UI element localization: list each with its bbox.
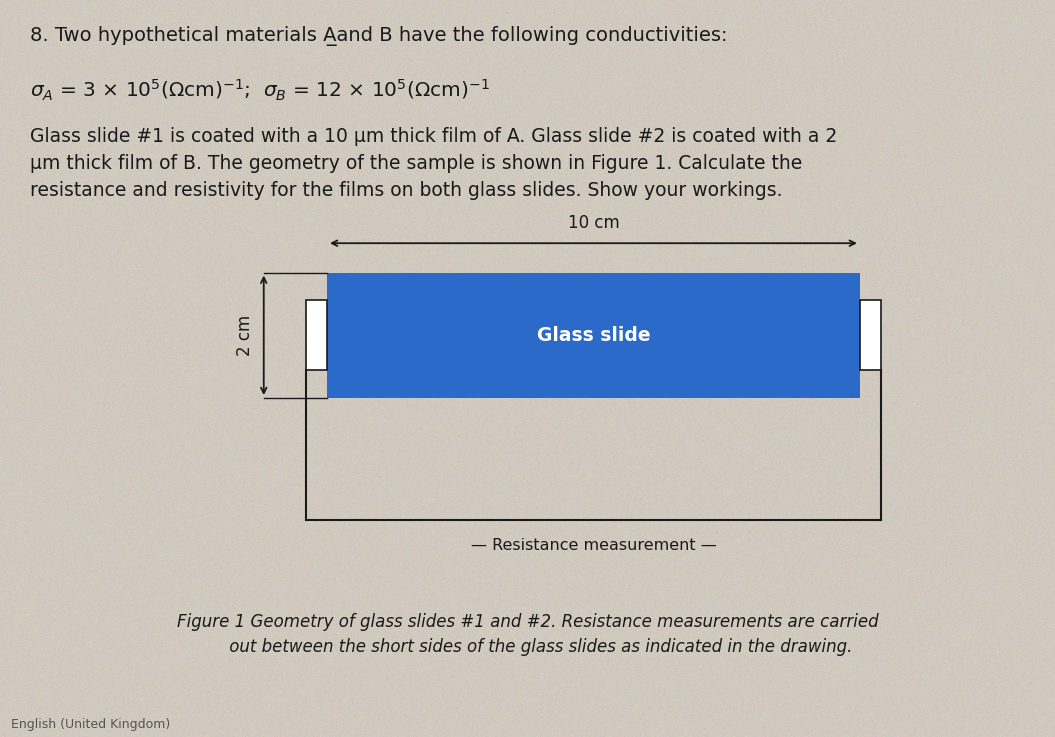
Bar <box>306 301 327 371</box>
Text: 10 cm: 10 cm <box>568 214 619 232</box>
Text: 2 cm: 2 cm <box>235 315 254 356</box>
Text: 8. Two hypothetical materials A̲and B have the following conductivities:: 8. Two hypothetical materials A̲and B ha… <box>30 26 727 46</box>
Text: $\mathit{\sigma}_A$ = 3 × 10$^5$($\Omega$cm)$^{-1}$;  $\mathit{\sigma}_B$ = 12 ×: $\mathit{\sigma}_A$ = 3 × 10$^5$($\Omega… <box>30 77 490 102</box>
Bar <box>327 273 860 398</box>
Text: Glass slide: Glass slide <box>537 326 650 345</box>
Text: Figure 1 Geometry of glass slides #1 and #2. Resistance measurements are carried: Figure 1 Geometry of glass slides #1 and… <box>176 613 879 656</box>
Text: English (United Kingdom): English (United Kingdom) <box>11 718 170 731</box>
Bar <box>860 301 881 371</box>
Text: Glass slide #1 is coated with a 10 μm thick film of A. Glass slide #2 is coated : Glass slide #1 is coated with a 10 μm th… <box>30 127 837 200</box>
Text: — Resistance measurement —: — Resistance measurement — <box>471 538 716 553</box>
